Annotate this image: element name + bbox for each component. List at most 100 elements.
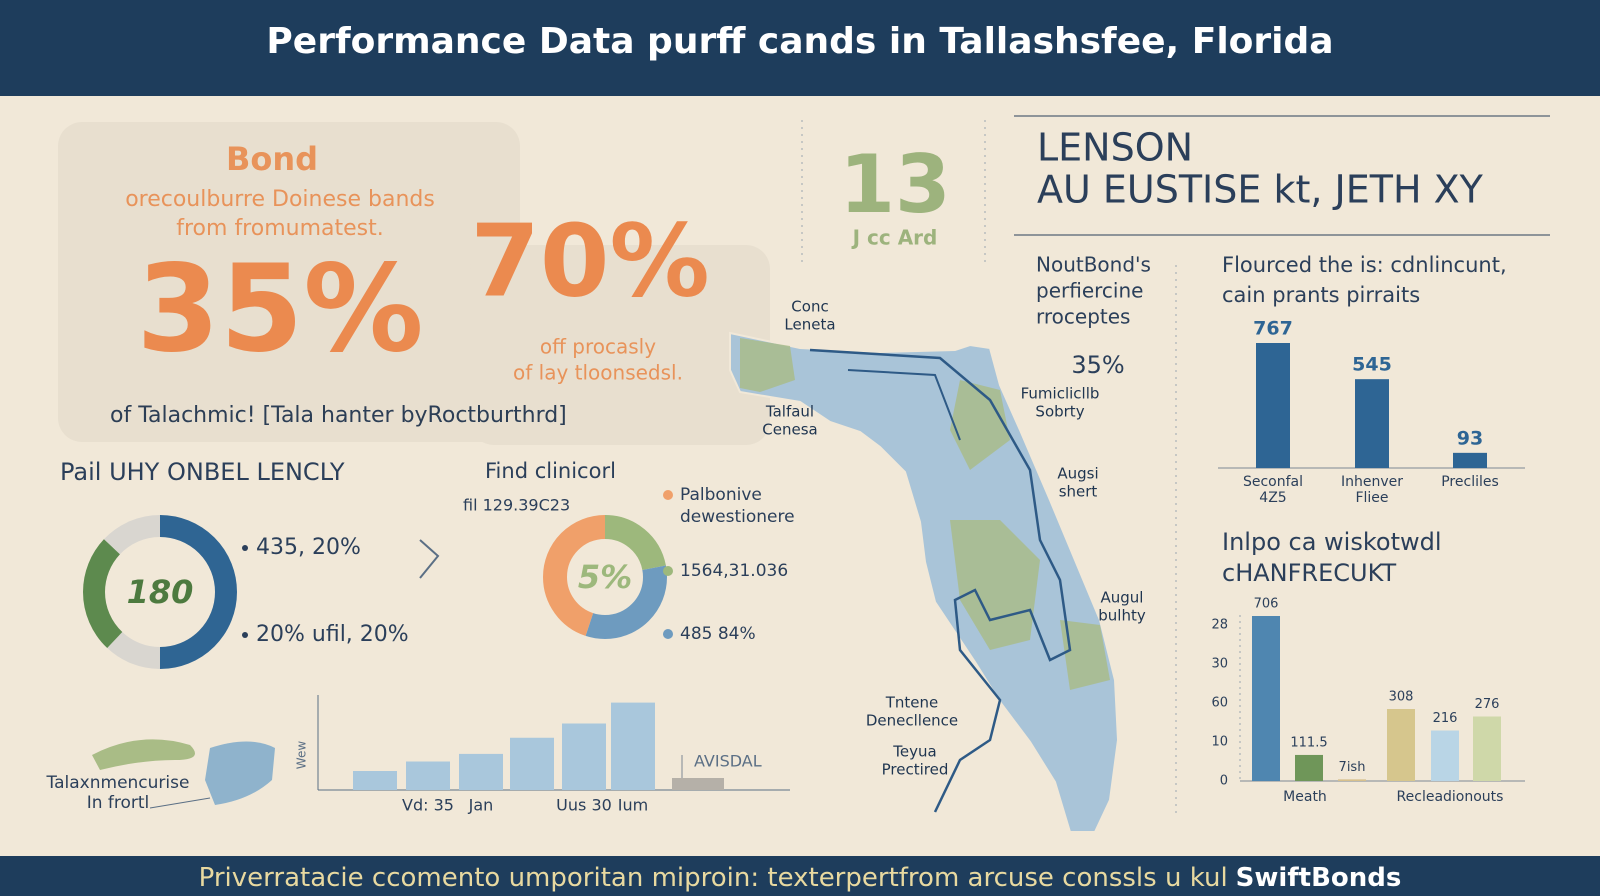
- footer-band: [0, 856, 1600, 896]
- map-label: Fumiclicllb: [1021, 385, 1100, 403]
- donut-segment: [83, 515, 237, 669]
- bar: [611, 702, 655, 790]
- legend-label: 1564,31.036: [680, 561, 788, 581]
- map-intro: perfiercine: [1036, 279, 1143, 303]
- x-tick-label: Meath: [1283, 789, 1327, 805]
- x-tick-label: Fliee: [1355, 490, 1388, 506]
- annotation-block: [672, 778, 724, 790]
- map-region: [950, 520, 1040, 650]
- big-stat: 35%: [136, 241, 423, 380]
- second-stat: 70%: [470, 202, 709, 319]
- y-tick-label: 30: [1211, 657, 1228, 672]
- panel-heading: Bond: [226, 140, 318, 178]
- chart-title: Pail UHY ONBEL LENCLY: [60, 458, 345, 486]
- bar: [1473, 716, 1501, 781]
- value-label: 216: [1433, 711, 1458, 726]
- map-region: [950, 380, 1010, 470]
- y-tick-label: 10: [1211, 735, 1228, 750]
- x-tick-label: Recleadionouts: [1397, 789, 1504, 805]
- legend-swatch: [663, 566, 673, 576]
- legend-label: dewestionere: [680, 507, 795, 527]
- annotation: AVISDAL: [694, 752, 762, 771]
- value-label: 93: [1457, 427, 1483, 449]
- map-label: Conc: [791, 298, 828, 316]
- header-title: Performance Data purff cands in Tallashs…: [266, 21, 1333, 62]
- map-label: Augsi: [1057, 465, 1098, 483]
- pointer-line: [149, 797, 211, 809]
- header-band: [0, 0, 1600, 96]
- route: [809, 348, 1072, 813]
- map-label: bulhty: [1098, 607, 1146, 625]
- y-tick-label: 60: [1211, 696, 1228, 711]
- x-tick-label: 4Z5: [1259, 490, 1286, 506]
- map-label: Talaxnmencurise: [46, 773, 190, 793]
- legend-swatch: [663, 629, 673, 639]
- bar: [1453, 452, 1487, 468]
- florida-map: [729, 331, 1120, 833]
- donut-center: 180: [127, 573, 194, 611]
- legend-label: 435, 20%: [256, 535, 361, 560]
- map-label: Prectired: [882, 761, 949, 779]
- bar: [1295, 754, 1323, 781]
- bar: [1338, 779, 1366, 781]
- y-tick-label: 28: [1211, 618, 1228, 633]
- legend-label: 20% ufil, 20%: [256, 622, 409, 647]
- map-label: In frortl: [87, 793, 150, 813]
- chart-title: cHANFRECUKT: [1222, 559, 1396, 587]
- map-label: Leneta: [784, 316, 835, 334]
- chart-title: Inlpo ca wiskotwdl: [1222, 528, 1442, 556]
- footer-brand: SwiftBonds: [1236, 863, 1402, 893]
- value-label: 706: [1254, 597, 1279, 612]
- bar: [1355, 379, 1389, 468]
- bar: [1387, 709, 1415, 781]
- chart-title: Flourced the is: cdnlincunt,: [1222, 253, 1507, 277]
- bar: [1256, 343, 1290, 468]
- map-intro: rroceptes: [1036, 305, 1130, 329]
- headline: LENSON: [1037, 126, 1193, 170]
- map-label: Augul: [1101, 589, 1144, 607]
- chart-title: cain prants pirraits: [1222, 283, 1420, 307]
- value-label: 545: [1352, 354, 1392, 376]
- map-intro: NoutBond's: [1036, 253, 1151, 277]
- chevron: [419, 539, 440, 579]
- map-label: Teyua: [892, 743, 936, 761]
- donut-segment: [543, 515, 667, 639]
- x-tick-label: Uus 30: [556, 796, 612, 815]
- badge-value: 13: [839, 138, 950, 231]
- headline: AU EUSTISE kt, JETH XY: [1037, 168, 1484, 212]
- footnote: of Talachmic! [Tala hanter byRoctburthrd…: [110, 403, 567, 428]
- map-stat: 35%: [1071, 351, 1124, 379]
- map-label: Talfaul: [765, 403, 814, 421]
- chart-title: Find clinicorl: [485, 459, 616, 483]
- donut-segment: [83, 515, 237, 669]
- x-tick-label: Ium: [618, 796, 648, 815]
- map-region: [740, 338, 795, 392]
- x-tick-label: Jan: [468, 796, 494, 815]
- value-label: 308: [1389, 690, 1414, 705]
- x-tick-label: Precliles: [1441, 474, 1499, 490]
- y-axis-label: Wew: [295, 741, 309, 770]
- map-label: Sobrty: [1035, 403, 1084, 421]
- value-label: 767: [1253, 318, 1293, 340]
- x-tick-label: Inhenver: [1341, 474, 1403, 490]
- map-label: Denecllence: [866, 712, 958, 730]
- value-label: 276: [1475, 697, 1500, 712]
- bar: [459, 753, 503, 790]
- x-tick-label: Vd: 35: [402, 796, 454, 815]
- legend-label: Palbonive: [680, 485, 762, 505]
- legend-bullet: [242, 632, 248, 638]
- donut-center: 5%: [578, 558, 632, 596]
- map-label: shert: [1059, 483, 1098, 501]
- legend-label: 485 84%: [680, 624, 756, 644]
- y-tick-label: 0: [1220, 774, 1228, 789]
- map-region: [1060, 620, 1110, 690]
- value-label: 7ish: [1339, 760, 1366, 775]
- bar: [1252, 616, 1280, 781]
- bar: [1431, 730, 1459, 781]
- footer-text: Priverratacie ccomento umporitan miproin…: [199, 863, 1402, 893]
- stat-caption: off procasly: [540, 335, 656, 359]
- x-tick-label: Seconfal: [1243, 474, 1303, 490]
- map-label: Cenesa: [762, 421, 817, 439]
- bar: [562, 723, 606, 790]
